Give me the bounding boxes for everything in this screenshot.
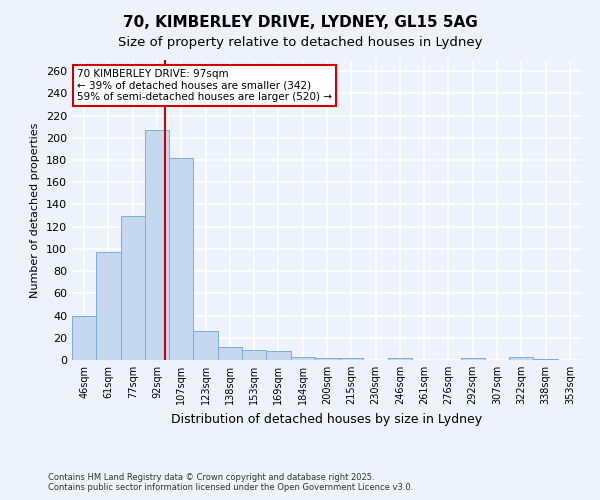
Y-axis label: Number of detached properties: Number of detached properties (31, 122, 40, 298)
Bar (339, 358, 364, 360)
Bar (193, 331, 218, 360)
Bar (315, 358, 339, 360)
Bar (533, 359, 558, 360)
X-axis label: Distribution of detached houses by size in Lydney: Distribution of detached houses by size … (172, 412, 482, 426)
Bar (218, 346, 242, 360)
Bar (290, 356, 315, 360)
Text: 70, KIMBERLEY DRIVE, LYDNEY, GL15 5AG: 70, KIMBERLEY DRIVE, LYDNEY, GL15 5AG (122, 15, 478, 30)
Bar (266, 351, 290, 360)
Bar (96, 252, 121, 360)
Bar (169, 158, 193, 360)
Text: Contains HM Land Registry data © Crown copyright and database right 2025.
Contai: Contains HM Land Registry data © Crown c… (48, 473, 413, 492)
Bar (242, 350, 266, 360)
Bar (461, 358, 485, 360)
Bar (388, 358, 412, 360)
Bar (145, 130, 169, 360)
Bar (121, 216, 145, 360)
Bar (509, 356, 533, 360)
Text: 70 KIMBERLEY DRIVE: 97sqm
← 39% of detached houses are smaller (342)
59% of semi: 70 KIMBERLEY DRIVE: 97sqm ← 39% of detac… (77, 69, 332, 102)
Text: Size of property relative to detached houses in Lydney: Size of property relative to detached ho… (118, 36, 482, 49)
Bar (72, 316, 96, 360)
